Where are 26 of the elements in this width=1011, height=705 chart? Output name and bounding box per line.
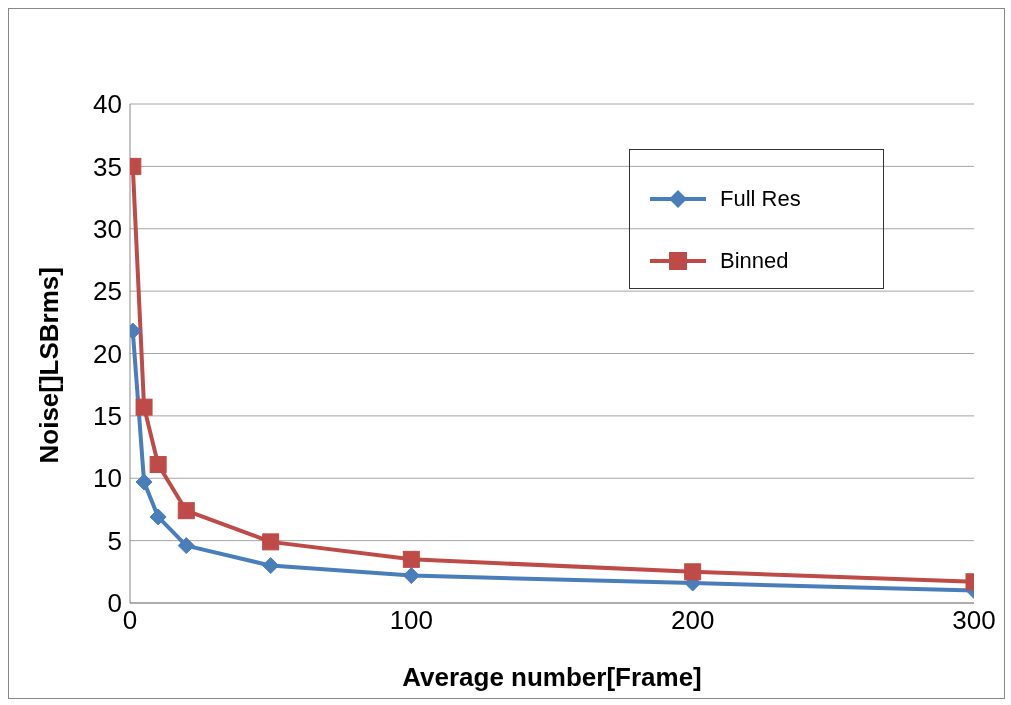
x-tick-label: 300 [952, 605, 996, 636]
x-tick-label: 100 [389, 605, 434, 636]
legend-label: Binned [720, 248, 789, 274]
y-tick-label: 25 [93, 276, 122, 307]
y-axis-title: Noise[]LSBrms] [34, 267, 65, 464]
point [135, 473, 153, 491]
point [177, 502, 195, 520]
y-tick-label: 35 [93, 151, 122, 182]
point [402, 550, 420, 568]
point [149, 508, 167, 526]
y-tick-label: 20 [93, 338, 122, 369]
y-tick-label: 15 [93, 401, 122, 432]
y-tick-label: 10 [93, 463, 122, 494]
y-tick-label: 5 [107, 525, 122, 556]
y-tick-label: 30 [93, 213, 122, 244]
x-axis-title: Average number[Frame] [402, 662, 702, 692]
point [135, 398, 153, 416]
point [262, 557, 280, 575]
y-tick-label: 40 [93, 89, 122, 120]
x-tick-label: 200 [670, 605, 715, 636]
point [149, 456, 167, 474]
point [402, 567, 420, 585]
point [177, 537, 195, 555]
point [262, 533, 280, 551]
legend-label: Full Res [720, 186, 801, 212]
point [684, 563, 702, 581]
